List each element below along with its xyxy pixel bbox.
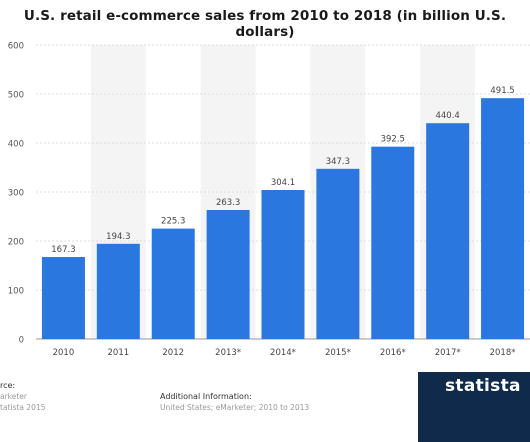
bar bbox=[206, 209, 250, 339]
brand-bar bbox=[418, 372, 530, 442]
bar-value-label: 347.3 bbox=[326, 157, 350, 167]
bar-value-label: 167.3 bbox=[51, 245, 75, 255]
x-tick-label: 2013* bbox=[215, 348, 241, 358]
bar-chart: 0 100 200 300 400 500 600 167.3 2010 194.3 2011 225… bbox=[8, 42, 530, 358]
x-tick-label: 2015* bbox=[325, 348, 351, 358]
bar bbox=[481, 98, 525, 339]
bar bbox=[96, 243, 140, 339]
bar-value-label: 263.3 bbox=[216, 198, 240, 208]
y-tick-label: 400 bbox=[8, 140, 24, 150]
bar bbox=[371, 146, 415, 339]
statista-logo[interactable]: statista bbox=[445, 376, 521, 396]
x-tick-label: 2017* bbox=[435, 348, 461, 358]
x-tick-label: 2018* bbox=[490, 348, 516, 358]
bar-value-label: 440.4 bbox=[435, 111, 459, 121]
x-tick-label: 2016* bbox=[380, 348, 406, 358]
source-block: rce: arketer tatista 2015 bbox=[0, 380, 45, 413]
chart-title: U.S. retail e-commerce sales from 2010 t… bbox=[23, 8, 507, 40]
bar bbox=[426, 123, 470, 339]
bar bbox=[41, 257, 85, 339]
bar-value-label: 194.3 bbox=[106, 232, 130, 242]
bar-value-label: 304.1 bbox=[271, 178, 295, 188]
source-line-2: tatista 2015 bbox=[0, 403, 46, 412]
bar-value-label: 225.3 bbox=[161, 217, 185, 227]
bar bbox=[261, 189, 305, 339]
bar bbox=[151, 228, 195, 339]
additional-info-block: Additional Information: United States; e… bbox=[160, 391, 309, 413]
y-tick-label: 600 bbox=[8, 42, 24, 52]
x-tick-label: 2010 bbox=[53, 348, 75, 358]
y-tick-label: 0 bbox=[19, 336, 24, 346]
additional-info-heading: Additional Information: bbox=[160, 392, 252, 401]
y-tick-label: 500 bbox=[8, 91, 24, 101]
x-tick-label: 2014* bbox=[270, 348, 296, 358]
x-tick-label: 2012 bbox=[162, 348, 184, 358]
y-tick-label: 200 bbox=[8, 238, 24, 248]
y-tick-label: 300 bbox=[8, 189, 24, 199]
source-line-1: arketer bbox=[0, 392, 28, 401]
y-tick-label: 100 bbox=[8, 287, 24, 297]
additional-info-text: United States; eMarketer; 2010 to 2013 bbox=[160, 403, 310, 412]
bar bbox=[316, 168, 360, 339]
bar-value-label: 491.5 bbox=[490, 86, 514, 96]
x-tick-label: 2011 bbox=[108, 348, 130, 358]
bar-value-label: 392.5 bbox=[381, 135, 405, 145]
source-heading: rce: bbox=[0, 381, 16, 390]
